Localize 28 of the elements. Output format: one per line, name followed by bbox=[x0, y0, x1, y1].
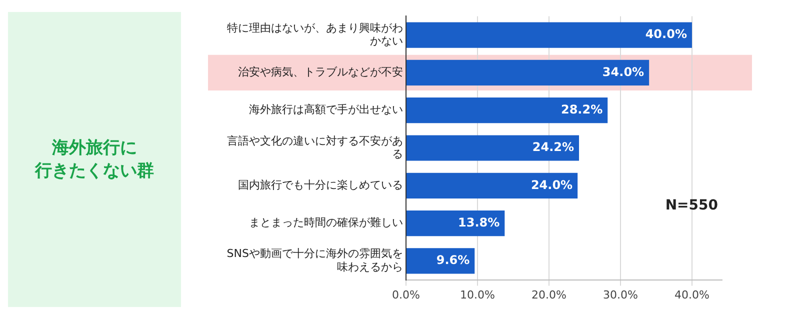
data-label: 40.0% bbox=[645, 27, 687, 42]
data-label: 13.8% bbox=[458, 215, 500, 230]
y-tick-label: 特に理由はないが、あまり興味がわかない bbox=[227, 21, 403, 48]
bar bbox=[406, 210, 505, 236]
data-label: 28.2% bbox=[560, 102, 603, 116]
x-tick-label: 30.0% bbox=[603, 288, 638, 302]
x-tick-label: 40.0% bbox=[674, 288, 710, 302]
annotation: N=550 bbox=[665, 198, 718, 214]
y-tick-label: まとまった時間の確保が難しい bbox=[249, 216, 403, 230]
x-tick-label: 10.0% bbox=[460, 288, 495, 302]
bar bbox=[406, 22, 692, 48]
data-label: 24.2% bbox=[532, 140, 574, 154]
text: 海外旅行に行きたくない群 bbox=[35, 138, 154, 180]
y-tick-label: 国内旅行でも十分に楽しめている bbox=[238, 178, 403, 192]
data-label: 24.0% bbox=[530, 178, 573, 192]
bar bbox=[406, 248, 475, 274]
bar bbox=[406, 98, 608, 124]
data-label: 9.6% bbox=[436, 253, 470, 268]
y-tick-label: 治安や病気、トラブルなどが不安 bbox=[238, 66, 403, 79]
bar bbox=[406, 60, 650, 86]
y-tick-label: 言語や文化の違いに対する不安がある bbox=[227, 134, 403, 160]
y-tick-label: SNSや動画で十分に海外の雰囲気を味わえるから bbox=[226, 247, 403, 274]
bar bbox=[406, 172, 578, 198]
data-label: 34.0% bbox=[602, 64, 644, 79]
y-tick-label: 海外旅行は高額で手が出せない bbox=[249, 103, 403, 116]
bar bbox=[406, 135, 580, 161]
x-tick-label: 20.0% bbox=[532, 288, 566, 302]
x-tick-label: 0.0% bbox=[392, 288, 420, 302]
